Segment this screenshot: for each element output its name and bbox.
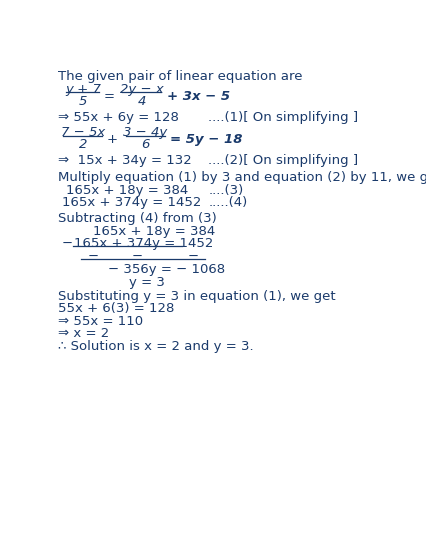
Text: 5: 5 bbox=[78, 95, 87, 108]
Text: ....(2)[ On simplifying ]: ....(2)[ On simplifying ] bbox=[208, 155, 358, 167]
Text: ⇒ 55x + 6y = 128: ⇒ 55x + 6y = 128 bbox=[58, 111, 178, 124]
Text: =: = bbox=[104, 90, 115, 103]
Text: = 5y − 18: = 5y − 18 bbox=[170, 133, 242, 146]
Text: Subtracting (4) from (3): Subtracting (4) from (3) bbox=[58, 212, 216, 225]
Text: 55x + 6(3) = 128: 55x + 6(3) = 128 bbox=[58, 302, 174, 316]
Text: ....(3): ....(3) bbox=[208, 184, 243, 197]
Text: 3 − 4y: 3 − 4y bbox=[123, 126, 167, 139]
Text: Substituting y = 3 in equation (1), we get: Substituting y = 3 in equation (1), we g… bbox=[58, 290, 335, 303]
Text: The given pair of linear equation are: The given pair of linear equation are bbox=[58, 70, 302, 83]
Text: 165x + 18y = 384: 165x + 18y = 384 bbox=[93, 225, 215, 238]
Text: −: − bbox=[87, 250, 98, 263]
Text: −: − bbox=[131, 250, 142, 263]
Text: −: − bbox=[187, 250, 198, 263]
Text: .....(4): .....(4) bbox=[208, 196, 247, 209]
Text: ⇒ 55x = 110: ⇒ 55x = 110 bbox=[58, 315, 143, 328]
Text: ⇒  15x + 34y = 132: ⇒ 15x + 34y = 132 bbox=[58, 155, 191, 167]
Text: ....(1)[ On simplifying ]: ....(1)[ On simplifying ] bbox=[208, 111, 358, 124]
Text: 165x + 18y = 384: 165x + 18y = 384 bbox=[66, 184, 187, 197]
Text: 7 − 5x: 7 − 5x bbox=[60, 126, 105, 139]
Text: −: − bbox=[62, 237, 73, 250]
Text: Multiply equation (1) by 3 and equation (2) by 11, we get :: Multiply equation (1) by 3 and equation … bbox=[58, 171, 426, 184]
Text: 2: 2 bbox=[78, 138, 87, 151]
Text: y + 7: y + 7 bbox=[65, 83, 101, 96]
Text: + 3x − 5: + 3x − 5 bbox=[166, 90, 229, 103]
Text: 6: 6 bbox=[141, 138, 150, 151]
Text: 165x + 374y = 1452: 165x + 374y = 1452 bbox=[73, 237, 213, 250]
Text: +: + bbox=[106, 133, 118, 146]
Text: ∴ Solution is x = 2 and y = 3.: ∴ Solution is x = 2 and y = 3. bbox=[58, 341, 253, 353]
Text: y = 3: y = 3 bbox=[129, 276, 165, 289]
Text: − 356y = − 1068: − 356y = − 1068 bbox=[108, 263, 225, 276]
Text: 2y − x: 2y − x bbox=[120, 83, 163, 96]
Text: 165x + 374y = 1452: 165x + 374y = 1452 bbox=[62, 196, 201, 209]
Text: 4: 4 bbox=[137, 95, 146, 108]
Text: ⇒ x = 2: ⇒ x = 2 bbox=[58, 327, 109, 340]
